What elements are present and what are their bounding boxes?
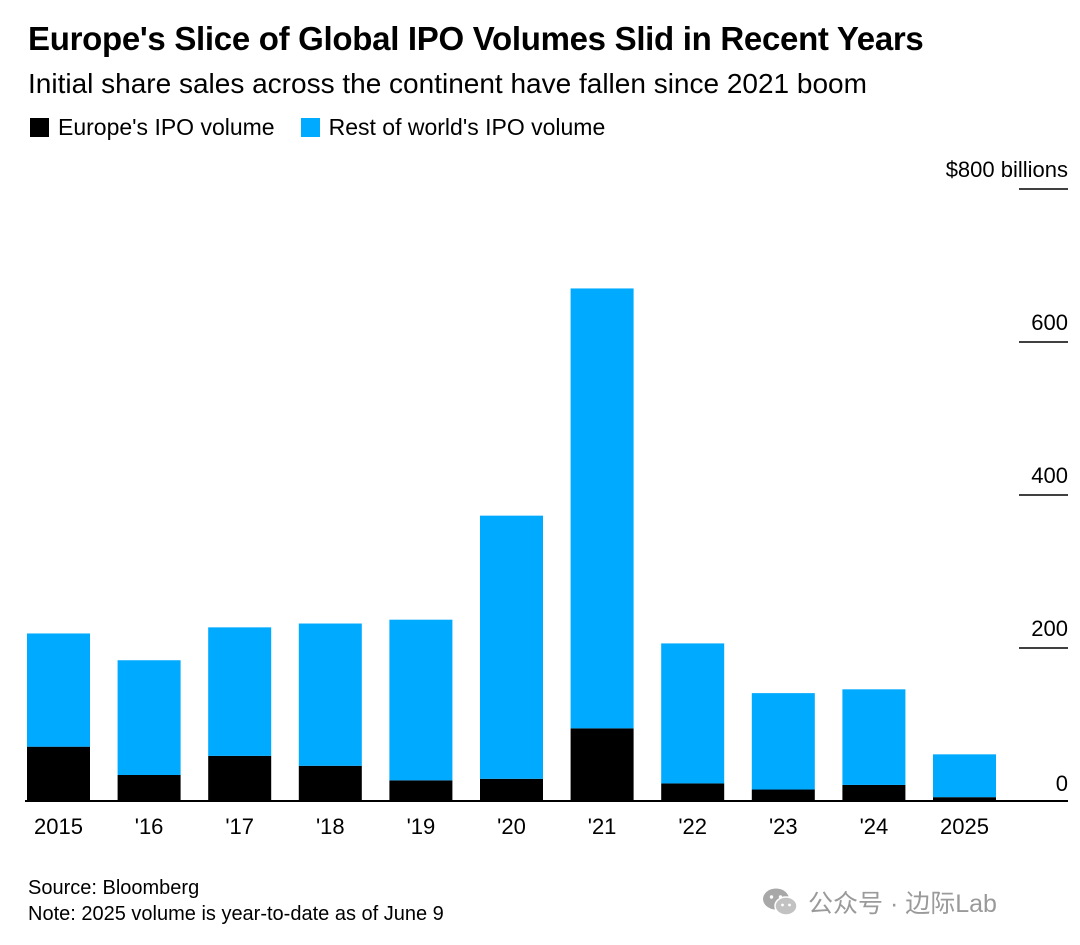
x-tick-label-9: '24 (860, 814, 889, 839)
bar-rest-0 (27, 633, 90, 747)
legend-item-rest: Rest of world's IPO volume (300, 114, 606, 141)
bar-rest-10 (933, 754, 996, 798)
legend-label-europe: Europe's IPO volume (58, 114, 275, 140)
legend-swatch-rest (300, 118, 320, 137)
chart-subtitle: Initial share sales across the continent… (28, 68, 867, 99)
x-tick-label-0: 2015 (34, 814, 83, 839)
x-tick-label-5: '20 (497, 814, 526, 839)
y-tick-label-200: 200 (1031, 616, 1068, 641)
y-tick-label-400: 400 (1031, 463, 1068, 488)
footnote: Note: 2025 volume is year-to-date as of … (28, 903, 444, 925)
bar-europe-3 (298, 765, 362, 801)
y-tick-label-600: 600 (1031, 310, 1068, 335)
legend-swatch-europe (30, 118, 49, 137)
bar-rest-8 (751, 693, 815, 790)
x-tick-label-8: '23 (769, 814, 798, 839)
bar-europe-9 (842, 784, 906, 801)
x-tick-label-6: '21 (588, 814, 617, 839)
bar-europe-0 (27, 746, 90, 801)
legend-label-rest: Rest of world's IPO volume (328, 114, 606, 140)
chart-title: Europe's Slice of Global IPO Volumes Sli… (28, 20, 924, 57)
bar-europe-2 (208, 755, 272, 801)
bar-europe-7 (661, 783, 725, 801)
bar-rest-3 (298, 623, 362, 766)
bar-rest-4 (389, 619, 453, 781)
wechat-icon (763, 888, 798, 916)
bar-europe-8 (751, 789, 815, 801)
bar-europe-1 (117, 774, 181, 801)
bar-europe-6 (570, 728, 634, 801)
bar-europe-4 (389, 780, 453, 801)
x-tick-label-10: 2025 (940, 814, 989, 839)
legend: Europe's IPO volume Rest of world's IPO … (30, 114, 631, 141)
bar-chart: 0 200 400 600 $800 billions 2015 '16 '17 '18 '19 '… (25, 157, 1068, 839)
x-tick-label-1: '16 (135, 814, 164, 839)
x-tick-label-7: '22 (678, 814, 707, 839)
bar-rest-6 (570, 288, 634, 729)
x-tick-label-3: '18 (316, 814, 345, 839)
bar-rest-2 (208, 627, 272, 756)
source-note: Source: Bloomberg (28, 877, 200, 899)
x-tick-label-4: '19 (407, 814, 436, 839)
bar-rest-7 (661, 643, 725, 784)
bar-europe-5 (480, 778, 543, 801)
bar-rest-1 (117, 660, 181, 775)
bar-rest-9 (842, 689, 906, 785)
x-tick-label-2: '17 (225, 814, 254, 839)
y-tick-label-800: $800 billions (946, 157, 1068, 182)
bar-rest-5 (480, 515, 543, 779)
watermark: 公众号 · 边际Lab (762, 884, 997, 920)
bar-europe-10 (933, 797, 996, 801)
watermark-text: 公众号 · 边际Lab (808, 890, 997, 918)
y-tick-label-0: 0 (1056, 771, 1068, 796)
legend-item-europe: Europe's IPO volume (30, 114, 275, 141)
